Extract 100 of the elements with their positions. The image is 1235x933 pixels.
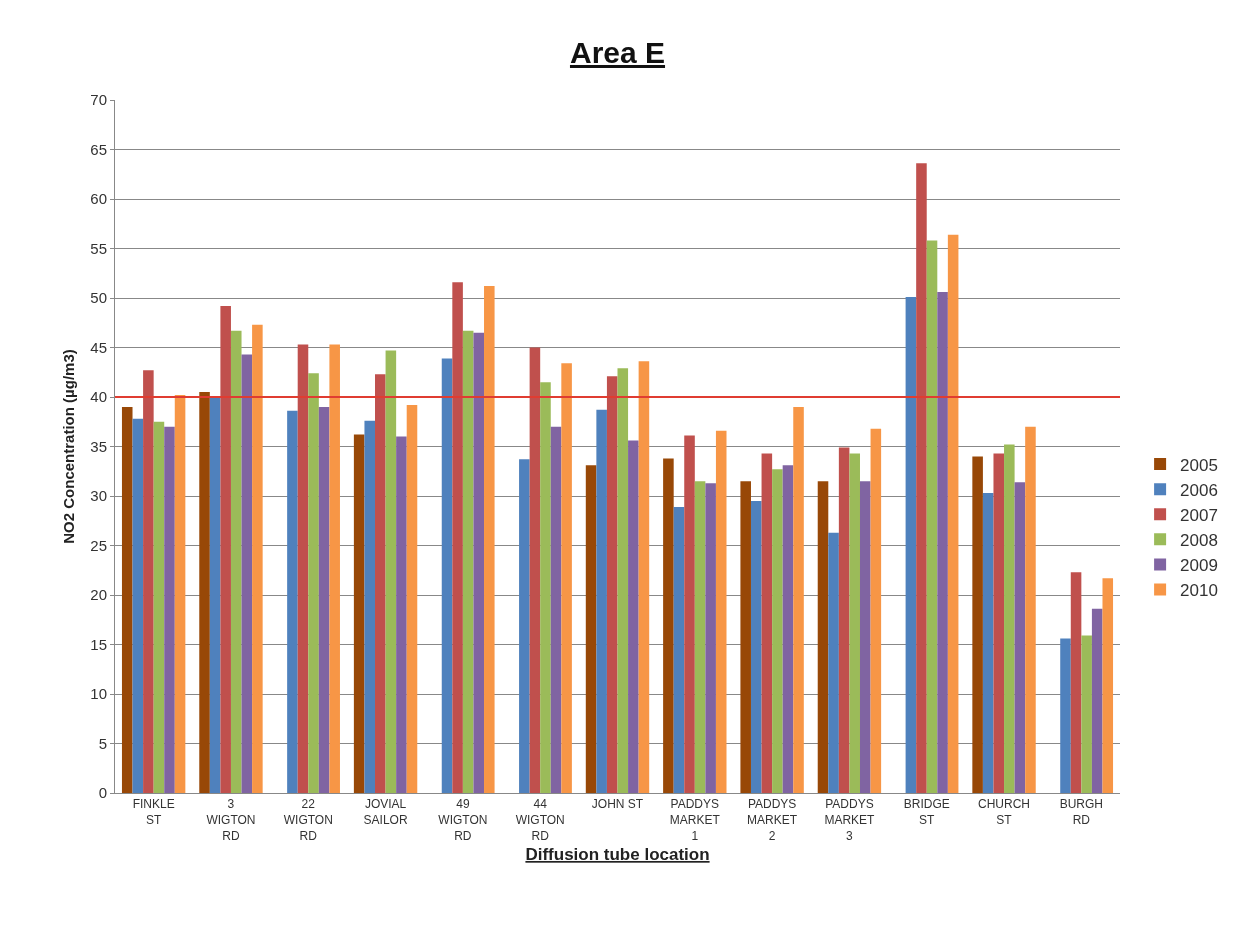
x-tick-label: 22 WIGTON RD	[283, 797, 333, 843]
y-tick-label: 25	[90, 536, 107, 554]
x-tick-label: CHURCH ST	[978, 797, 1031, 827]
y-tick-label: 10	[90, 685, 107, 703]
x-tick-label: FINKLE ST	[132, 797, 175, 827]
y-tick-label: 20	[90, 586, 107, 604]
bar	[329, 344, 340, 793]
y-tick-label: 15	[90, 635, 107, 653]
bar	[982, 493, 994, 793]
bar	[1070, 572, 1082, 793]
bar	[638, 361, 650, 793]
bar	[375, 374, 386, 793]
x-tick-label: BURGH RD	[1059, 797, 1104, 827]
bar	[121, 406, 133, 793]
bar	[663, 458, 674, 793]
y-tick-label: 5	[98, 734, 107, 752]
bar	[694, 481, 706, 793]
bar	[132, 418, 144, 793]
bar	[750, 500, 762, 793]
y-tick-label: 50	[90, 289, 107, 307]
bar	[1081, 635, 1092, 793]
x-tick-label: 44 WIGTON RD	[515, 797, 565, 843]
bar	[287, 410, 298, 793]
bar	[1060, 638, 1071, 793]
bar	[761, 453, 773, 793]
bar	[164, 426, 175, 793]
bar	[297, 344, 309, 793]
bar	[817, 481, 829, 793]
y-tick-label: 55	[90, 239, 107, 257]
bar	[199, 392, 210, 793]
y-tick-label: 65	[90, 140, 107, 158]
bar	[209, 397, 221, 793]
x-tick-label: 3 WIGTON RD	[206, 797, 256, 843]
legend-label: 2006	[1180, 480, 1218, 500]
bar	[529, 347, 541, 793]
bar	[838, 447, 850, 793]
legend-label: 2010	[1180, 581, 1218, 601]
bar	[606, 376, 618, 793]
x-tick-label: BRIDGE ST	[903, 797, 950, 827]
x-tick-label: PADDYS MARKET 1	[669, 797, 721, 843]
bar	[947, 234, 959, 793]
bar	[406, 404, 418, 793]
legend-label: 2007	[1180, 505, 1218, 525]
bar	[870, 428, 882, 793]
bar	[993, 453, 1005, 793]
y-tick-label: 30	[90, 487, 107, 505]
bar	[550, 426, 562, 793]
x-tick-label: 49 WIGTON RD	[438, 797, 488, 843]
bar	[153, 421, 165, 793]
bar	[385, 350, 397, 793]
bar	[174, 395, 186, 793]
bar	[828, 532, 839, 793]
x-tick-label: PADDYS MARKET 3	[824, 797, 876, 843]
x-tick-label: JOHN ST	[591, 797, 644, 812]
bar	[1014, 482, 1026, 793]
bar	[220, 305, 231, 793]
bar	[308, 373, 319, 793]
legend-label: 2008	[1180, 530, 1218, 550]
bar	[353, 434, 365, 793]
bar	[772, 469, 783, 793]
bar	[462, 330, 474, 793]
bar	[673, 506, 685, 793]
bar	[715, 430, 727, 793]
bar	[849, 453, 860, 793]
bar	[905, 297, 917, 793]
chart-title: Area E	[569, 35, 666, 69]
bar	[143, 370, 154, 793]
y-tick-label: 35	[90, 437, 107, 455]
x-tick-label: JOVIAL SAILOR	[363, 797, 408, 827]
bar	[1102, 578, 1114, 793]
legend-label: 2005	[1180, 455, 1218, 475]
bar	[585, 465, 597, 793]
bar	[972, 456, 983, 793]
x-axis-title: Diffusion tube location	[525, 845, 710, 864]
bar	[596, 409, 607, 793]
bar	[628, 440, 639, 793]
bar	[396, 436, 407, 793]
bar	[705, 483, 716, 793]
y-tick-label: 40	[90, 388, 107, 406]
bar	[452, 282, 463, 793]
bar	[441, 358, 453, 793]
bar	[230, 330, 242, 793]
legend-label: 2009	[1180, 556, 1218, 576]
y-tick-label: 60	[90, 190, 107, 208]
y-tick-label: 70	[90, 91, 107, 109]
bar	[859, 481, 871, 793]
bar	[241, 354, 253, 793]
bar	[540, 382, 551, 793]
bar	[926, 240, 938, 793]
bar	[484, 286, 495, 793]
bar	[916, 163, 927, 793]
x-tick-label: PADDYS MARKET 2	[747, 797, 798, 843]
bar	[793, 406, 804, 793]
bar	[937, 292, 948, 793]
bar	[1091, 608, 1103, 793]
bar	[740, 481, 751, 793]
y-tick-label: 0	[98, 784, 107, 802]
bar	[318, 406, 330, 793]
bar	[1025, 426, 1036, 793]
y-axis-title: NO2 Concentration (µg/m3)	[59, 349, 77, 544]
